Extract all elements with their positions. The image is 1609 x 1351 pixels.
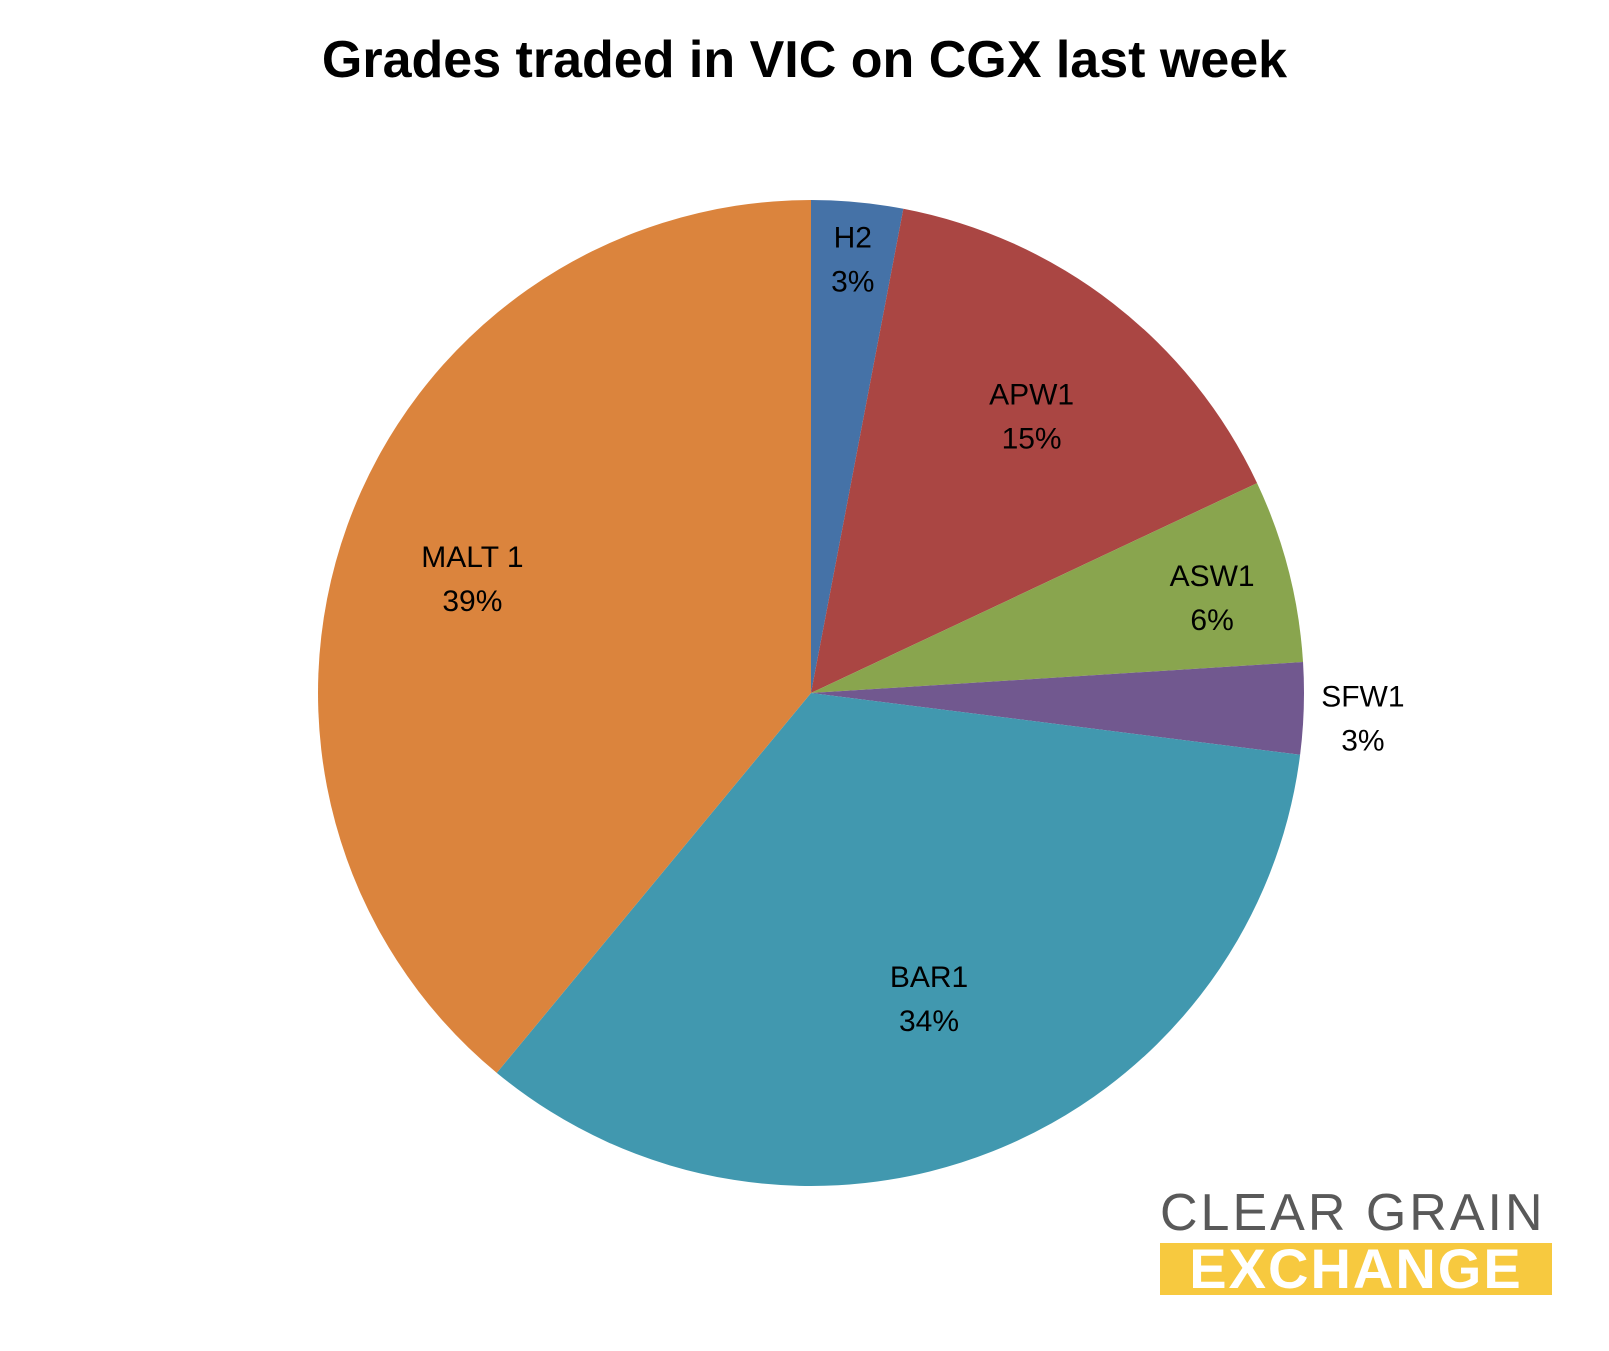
slice-label-sfw1: SFW1 3% <box>1321 680 1404 757</box>
slice-label-asw1: ASW1 6% <box>1170 560 1255 637</box>
clear-grain-exchange-logo: CLEAR GRAIN EXCHANGE <box>1160 1185 1554 1295</box>
chart-title: Grades traded in VIC on CGX last week <box>321 31 1288 89</box>
slice-label-malt-1: MALT 1 39% <box>421 541 523 618</box>
pie-slice-bar1 <box>496 693 1301 1186</box>
logo-line-2: EXCHANGE <box>1189 1243 1523 1295</box>
slice-label-bar1: BAR1 34% <box>890 961 968 1038</box>
pie-slice-malt-1 <box>318 200 811 1073</box>
slice-label-apw1: APW1 15% <box>989 379 1074 456</box>
logo-line-1: CLEAR GRAIN <box>1160 1184 1546 1242</box>
slice-label-h2: H2 3% <box>831 221 874 298</box>
pie-slice-apw1 <box>811 208 1258 694</box>
pie-slice-asw1 <box>811 483 1304 693</box>
pie-slice-sfw1 <box>811 662 1305 755</box>
pie-slice-h2 <box>811 200 904 693</box>
logo-line-2-band: EXCHANGE <box>1160 1243 1552 1295</box>
